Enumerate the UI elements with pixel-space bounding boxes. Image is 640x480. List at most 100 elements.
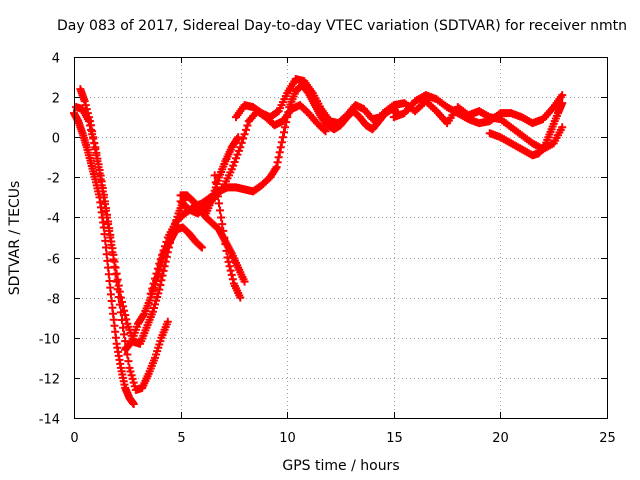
data-point <box>154 289 163 298</box>
data-point <box>241 125 250 134</box>
data-point <box>117 298 126 307</box>
data-point <box>284 108 293 117</box>
data-point <box>197 243 206 252</box>
data-point <box>216 206 225 215</box>
y-axis-label: SDTVAR / TECUs <box>7 181 23 296</box>
data-point <box>558 123 567 132</box>
data-point <box>84 117 93 126</box>
data-point <box>220 233 229 242</box>
data-point <box>278 133 287 142</box>
data-point <box>320 125 329 134</box>
data-point <box>85 121 94 130</box>
data-point <box>102 250 111 259</box>
data-point <box>128 374 137 383</box>
data-point <box>272 163 281 172</box>
data-point <box>148 307 157 316</box>
data-point <box>223 253 232 262</box>
data-point <box>126 367 135 376</box>
data-point <box>107 297 116 306</box>
data-point <box>210 171 219 180</box>
data-point <box>153 264 162 273</box>
y-tick-label: 2 <box>52 92 60 107</box>
data-point <box>152 269 161 278</box>
data-point <box>149 304 158 313</box>
data-point <box>160 242 169 251</box>
data-point <box>321 127 330 136</box>
data-point <box>163 317 172 326</box>
data-point <box>125 363 134 372</box>
data-point <box>213 192 222 201</box>
data-point <box>99 190 108 199</box>
chart-title: Day 083 of 2017, Sidereal Day-to-day VTE… <box>57 18 627 34</box>
data-point <box>111 263 120 272</box>
data-point <box>95 165 104 174</box>
data-point <box>232 154 241 163</box>
data-point <box>243 121 252 130</box>
data-point <box>114 281 123 290</box>
data-point <box>113 275 122 284</box>
data-point <box>274 153 283 162</box>
data-point <box>88 130 97 139</box>
data-point <box>110 257 119 266</box>
data-point <box>227 165 236 174</box>
data-point <box>158 271 167 280</box>
data-point <box>89 134 98 143</box>
data-point <box>227 270 236 279</box>
data-point <box>158 250 167 259</box>
data-point <box>282 118 291 127</box>
data-series <box>72 103 189 348</box>
data-point <box>115 287 124 296</box>
x-tick-label: 5 <box>177 431 185 446</box>
data-point <box>106 283 115 292</box>
data-point <box>149 279 158 288</box>
y-tick-label: -6 <box>47 253 60 268</box>
x-axis-label: GPS time / hours <box>282 458 399 474</box>
data-point <box>103 256 112 265</box>
data-series <box>485 99 567 160</box>
data-point <box>558 91 567 100</box>
data-point <box>119 302 128 311</box>
data-point <box>224 257 233 266</box>
data-point <box>97 177 106 186</box>
data-point <box>129 399 138 408</box>
data-series <box>176 101 330 218</box>
data-point <box>275 148 284 157</box>
data-point <box>558 99 567 108</box>
data-point <box>148 284 157 293</box>
data-point <box>146 289 155 298</box>
data-point <box>106 290 115 299</box>
data-point <box>229 161 238 170</box>
plot-frame <box>74 57 608 419</box>
data-point <box>123 350 132 359</box>
data-point <box>540 142 549 151</box>
data-point <box>107 237 116 246</box>
data-point <box>106 230 115 239</box>
data-point <box>91 143 100 152</box>
x-tick-label: 0 <box>70 431 78 446</box>
data-point <box>127 371 136 380</box>
data-point <box>94 160 103 169</box>
y-tick-label: -10 <box>39 333 60 348</box>
data-point <box>230 157 239 166</box>
data-point <box>236 293 245 302</box>
data-point <box>98 184 107 193</box>
data-series <box>202 133 243 218</box>
data-point <box>280 128 289 137</box>
data-point <box>214 199 223 208</box>
data-point <box>101 204 110 213</box>
x-tick-label: 15 <box>386 431 403 446</box>
data-point <box>155 285 164 294</box>
x-tick-labels: 0 5 10 15 20 25 <box>70 431 615 446</box>
data-point <box>273 158 282 167</box>
x-tick-label: 10 <box>279 431 296 446</box>
y-tick-label: -8 <box>47 293 60 308</box>
data-point <box>121 311 130 320</box>
data-point <box>219 226 228 235</box>
data-point <box>225 262 234 271</box>
y-tick-label: -12 <box>39 373 60 388</box>
data-point <box>218 220 227 229</box>
data-point <box>226 266 235 275</box>
data-point <box>162 237 171 246</box>
data-point <box>109 250 118 259</box>
x-tick-label: 25 <box>599 431 616 446</box>
